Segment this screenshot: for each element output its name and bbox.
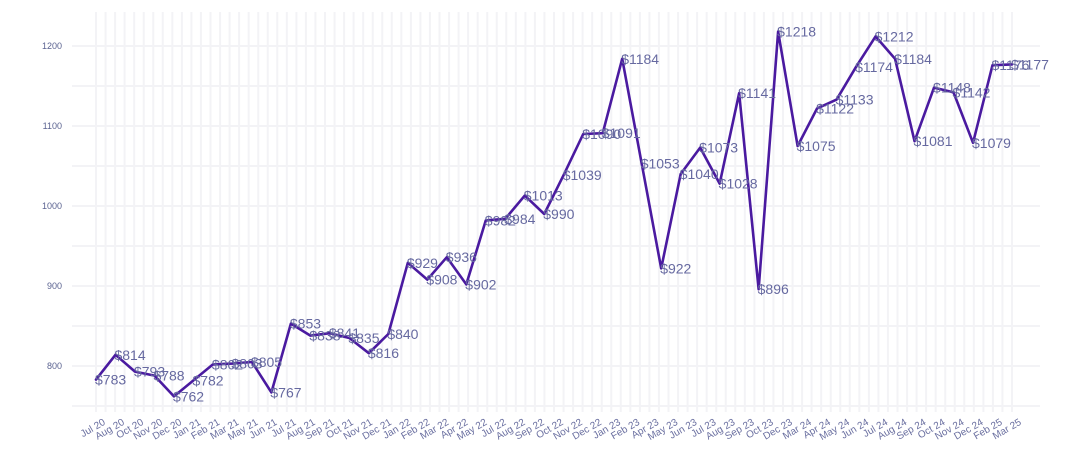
data-label: $816	[368, 345, 399, 361]
data-label: $936	[446, 249, 477, 265]
data-label: $982	[485, 212, 516, 228]
data-label: $896	[758, 281, 789, 297]
data-labels: $783 $814$793$788 $762$782$802$803$805 $767…	[95, 24, 1049, 405]
data-label: $902	[465, 276, 496, 292]
data-label: $908	[426, 272, 457, 288]
data-label: $984	[504, 211, 535, 227]
data-label: $1090	[582, 126, 621, 142]
data-label: $1075	[797, 138, 836, 154]
data-label: $1079	[972, 135, 1011, 151]
data-label: $1148	[933, 80, 971, 96]
y-axis: 800 900 1000 1100 1200	[42, 41, 62, 371]
series-line	[94, 30, 1014, 398]
data-label: $1028	[719, 176, 758, 192]
data-label: $1141	[738, 85, 776, 101]
data-label: $1184	[621, 51, 659, 67]
data-label: $788	[153, 368, 184, 384]
data-label: $793	[134, 364, 165, 380]
data-label: $838	[309, 328, 340, 344]
data-label: $1013	[524, 188, 563, 204]
data-label: $805	[251, 354, 282, 370]
data-label: $767	[270, 384, 301, 400]
data-label: $1039	[563, 167, 602, 183]
data-label: $783	[95, 372, 126, 388]
data-label: $1073	[699, 140, 738, 156]
data-label: $782	[192, 372, 223, 388]
data-label: $990	[543, 206, 574, 222]
data-label: $1081	[914, 133, 953, 149]
data-label: $841	[329, 325, 360, 341]
y-tick-label: 1100	[43, 121, 62, 131]
data-label: $1174	[855, 59, 893, 75]
data-label: $1184	[894, 51, 932, 67]
data-label: $1133	[836, 92, 874, 108]
data-label: $929	[407, 255, 438, 271]
data-label: $1218	[777, 24, 816, 40]
data-label: $1040	[680, 166, 719, 182]
data-label: $1091	[602, 125, 641, 141]
data-label: $922	[660, 260, 691, 276]
y-tick-label: 800	[47, 361, 62, 371]
data-label: $1142	[953, 84, 991, 100]
data-label: $762	[173, 388, 204, 404]
grid	[72, 12, 1040, 412]
data-label: $835	[348, 330, 379, 346]
data-label: $1177	[1011, 56, 1049, 72]
data-label: $1176	[992, 57, 1030, 73]
series-line-group	[94, 30, 1014, 398]
data-label: $803	[231, 356, 262, 372]
y-tick-label: 900	[47, 281, 62, 291]
y-tick-label: 1200	[42, 41, 62, 51]
data-label: $802	[212, 356, 243, 372]
data-label: $1212	[875, 28, 914, 44]
y-tick-label: 1000	[42, 201, 62, 211]
data-label: $1053	[641, 156, 680, 172]
data-label: $814	[114, 347, 145, 363]
data-label: $1122	[816, 100, 854, 116]
data-label: $853	[290, 316, 321, 332]
data-label: $840	[387, 326, 418, 342]
